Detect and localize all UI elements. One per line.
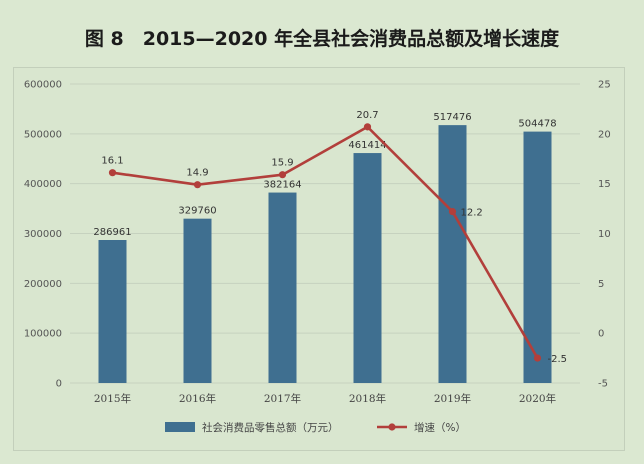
y-left-tick-label: 400000 <box>24 179 62 190</box>
bar <box>523 131 552 383</box>
y-right-tick-label: 15 <box>598 179 611 190</box>
y-right-tick-label: 25 <box>598 80 611 91</box>
y-left-tick-label: 600000 <box>24 80 62 91</box>
growth-line <box>112 125 539 359</box>
line-data-label: -2.5 <box>548 354 568 365</box>
bar <box>353 153 382 383</box>
line-point <box>448 207 457 216</box>
bar <box>98 239 127 383</box>
x-tick-label: 2018年 <box>349 392 386 405</box>
line-data-label: 15.9 <box>271 158 293 169</box>
x-tick-label: 2017年 <box>264 392 301 405</box>
legend-bar-swatch <box>165 422 195 432</box>
y-left-tick-label: 200000 <box>24 279 62 290</box>
x-tick-label: 2019年 <box>434 392 471 405</box>
line-data-label: 20.7 <box>356 110 378 121</box>
y-right-tick-label: 20 <box>598 129 611 140</box>
bar-data-label: 504478 <box>518 119 556 130</box>
y-left-tick-label: 300000 <box>24 229 62 240</box>
bar-data-label: 382164 <box>263 180 301 191</box>
line-point <box>108 169 117 177</box>
y-right-tick-label: -5 <box>598 379 608 390</box>
bar <box>268 192 297 383</box>
line-data-label: 14.9 <box>186 168 208 179</box>
line-data-label: 12.2 <box>461 208 483 219</box>
bar-data-label: 329760 <box>178 206 216 217</box>
line-data-label: 16.1 <box>101 156 123 167</box>
legend-line-label: 增速（%） <box>414 421 466 434</box>
y-left-tick-label: 0 <box>56 379 62 390</box>
x-tick-label: 2016年 <box>179 392 216 405</box>
chart-title: 图 8 2015—2020 年全县社会消费品总额及增长速度 <box>84 28 560 50</box>
bar-data-label: 286961 <box>93 227 131 238</box>
y-right-tick-label: 5 <box>598 279 604 290</box>
bar <box>438 125 467 384</box>
line-point <box>278 171 287 179</box>
bar-data-label: 517476 <box>433 112 471 123</box>
y-right-tick-label: 0 <box>598 329 604 340</box>
y-left-tick-label: 100000 <box>24 329 62 340</box>
x-tick-label: 2015年 <box>94 392 131 405</box>
legend-bar-label: 社会消费品零售总额（万元） <box>202 421 339 434</box>
x-tick-label: 2020年 <box>519 392 556 405</box>
bar-data-label: 461414 <box>348 140 386 151</box>
line-point <box>193 181 202 189</box>
y-left-tick-label: 500000 <box>24 129 62 140</box>
line-point <box>533 354 542 362</box>
legend-line-marker <box>388 423 396 431</box>
y-right-tick-label: 10 <box>598 229 611 240</box>
line-point <box>363 123 372 131</box>
bar <box>183 218 212 383</box>
